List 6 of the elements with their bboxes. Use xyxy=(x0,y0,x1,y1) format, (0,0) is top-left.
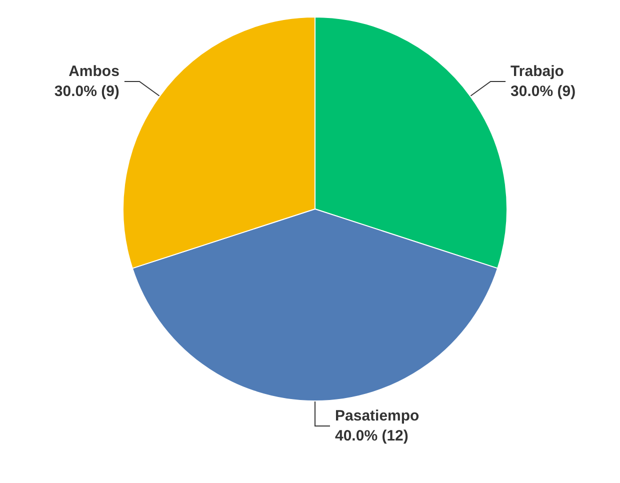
data-label: 30.0% (9) xyxy=(54,82,120,100)
data-label: 40.0% (12) xyxy=(335,428,408,444)
slice-label: Trabajo xyxy=(510,62,564,80)
slice-label: Ambos xyxy=(68,62,120,80)
slice-label: Pasatiempo xyxy=(335,408,420,424)
data-label: 30.0% (9) xyxy=(510,82,576,100)
